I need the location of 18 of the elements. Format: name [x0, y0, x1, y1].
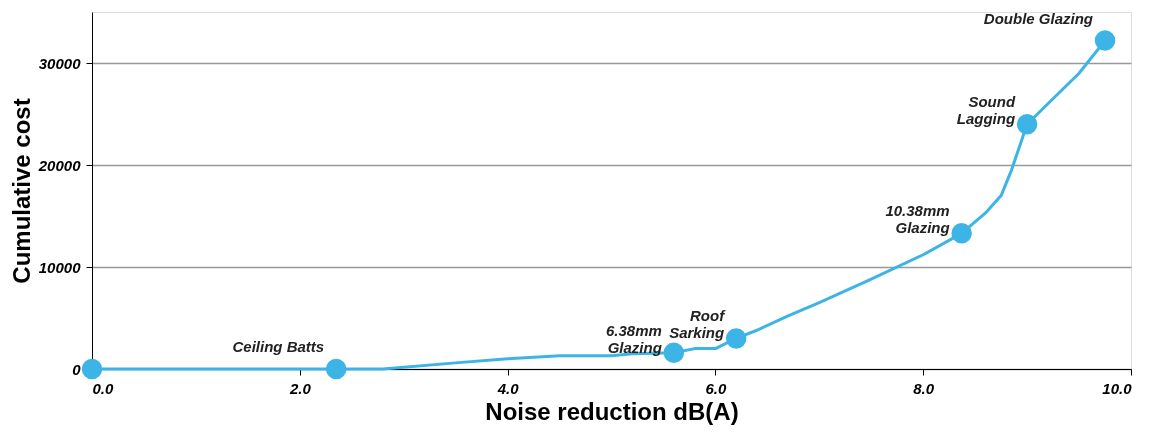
x-tick-label: 10.0 — [1102, 379, 1133, 397]
x-tick-label: 2.0 — [288, 379, 312, 397]
annotation: 6.38mm Glazing — [605, 321, 662, 356]
x-axis-title: Noise reduction dB(A) — [485, 397, 739, 425]
y-tick-label: 20000 — [37, 156, 82, 174]
y-tick-label: 0 — [72, 360, 82, 378]
annotation: Ceiling Batts — [232, 338, 325, 355]
y-tick-label: 30000 — [38, 54, 82, 72]
annotation: 10.38mm Glazing — [885, 202, 950, 237]
x-tick-label: 4.0 — [496, 379, 520, 397]
annotation: Roof Sarking — [669, 307, 727, 342]
x-tick-label: 8.0 — [913, 379, 935, 397]
x-tick-label: 0.0 — [92, 379, 115, 397]
y-tick-label: 10000 — [38, 258, 82, 276]
annotation: Double Glazing — [983, 9, 1094, 27]
x-tick-label: 6.0 — [705, 379, 727, 397]
y-axis-title: Cumulative cost — [7, 98, 35, 284]
annotation: Sound Lagging — [956, 93, 1016, 128]
